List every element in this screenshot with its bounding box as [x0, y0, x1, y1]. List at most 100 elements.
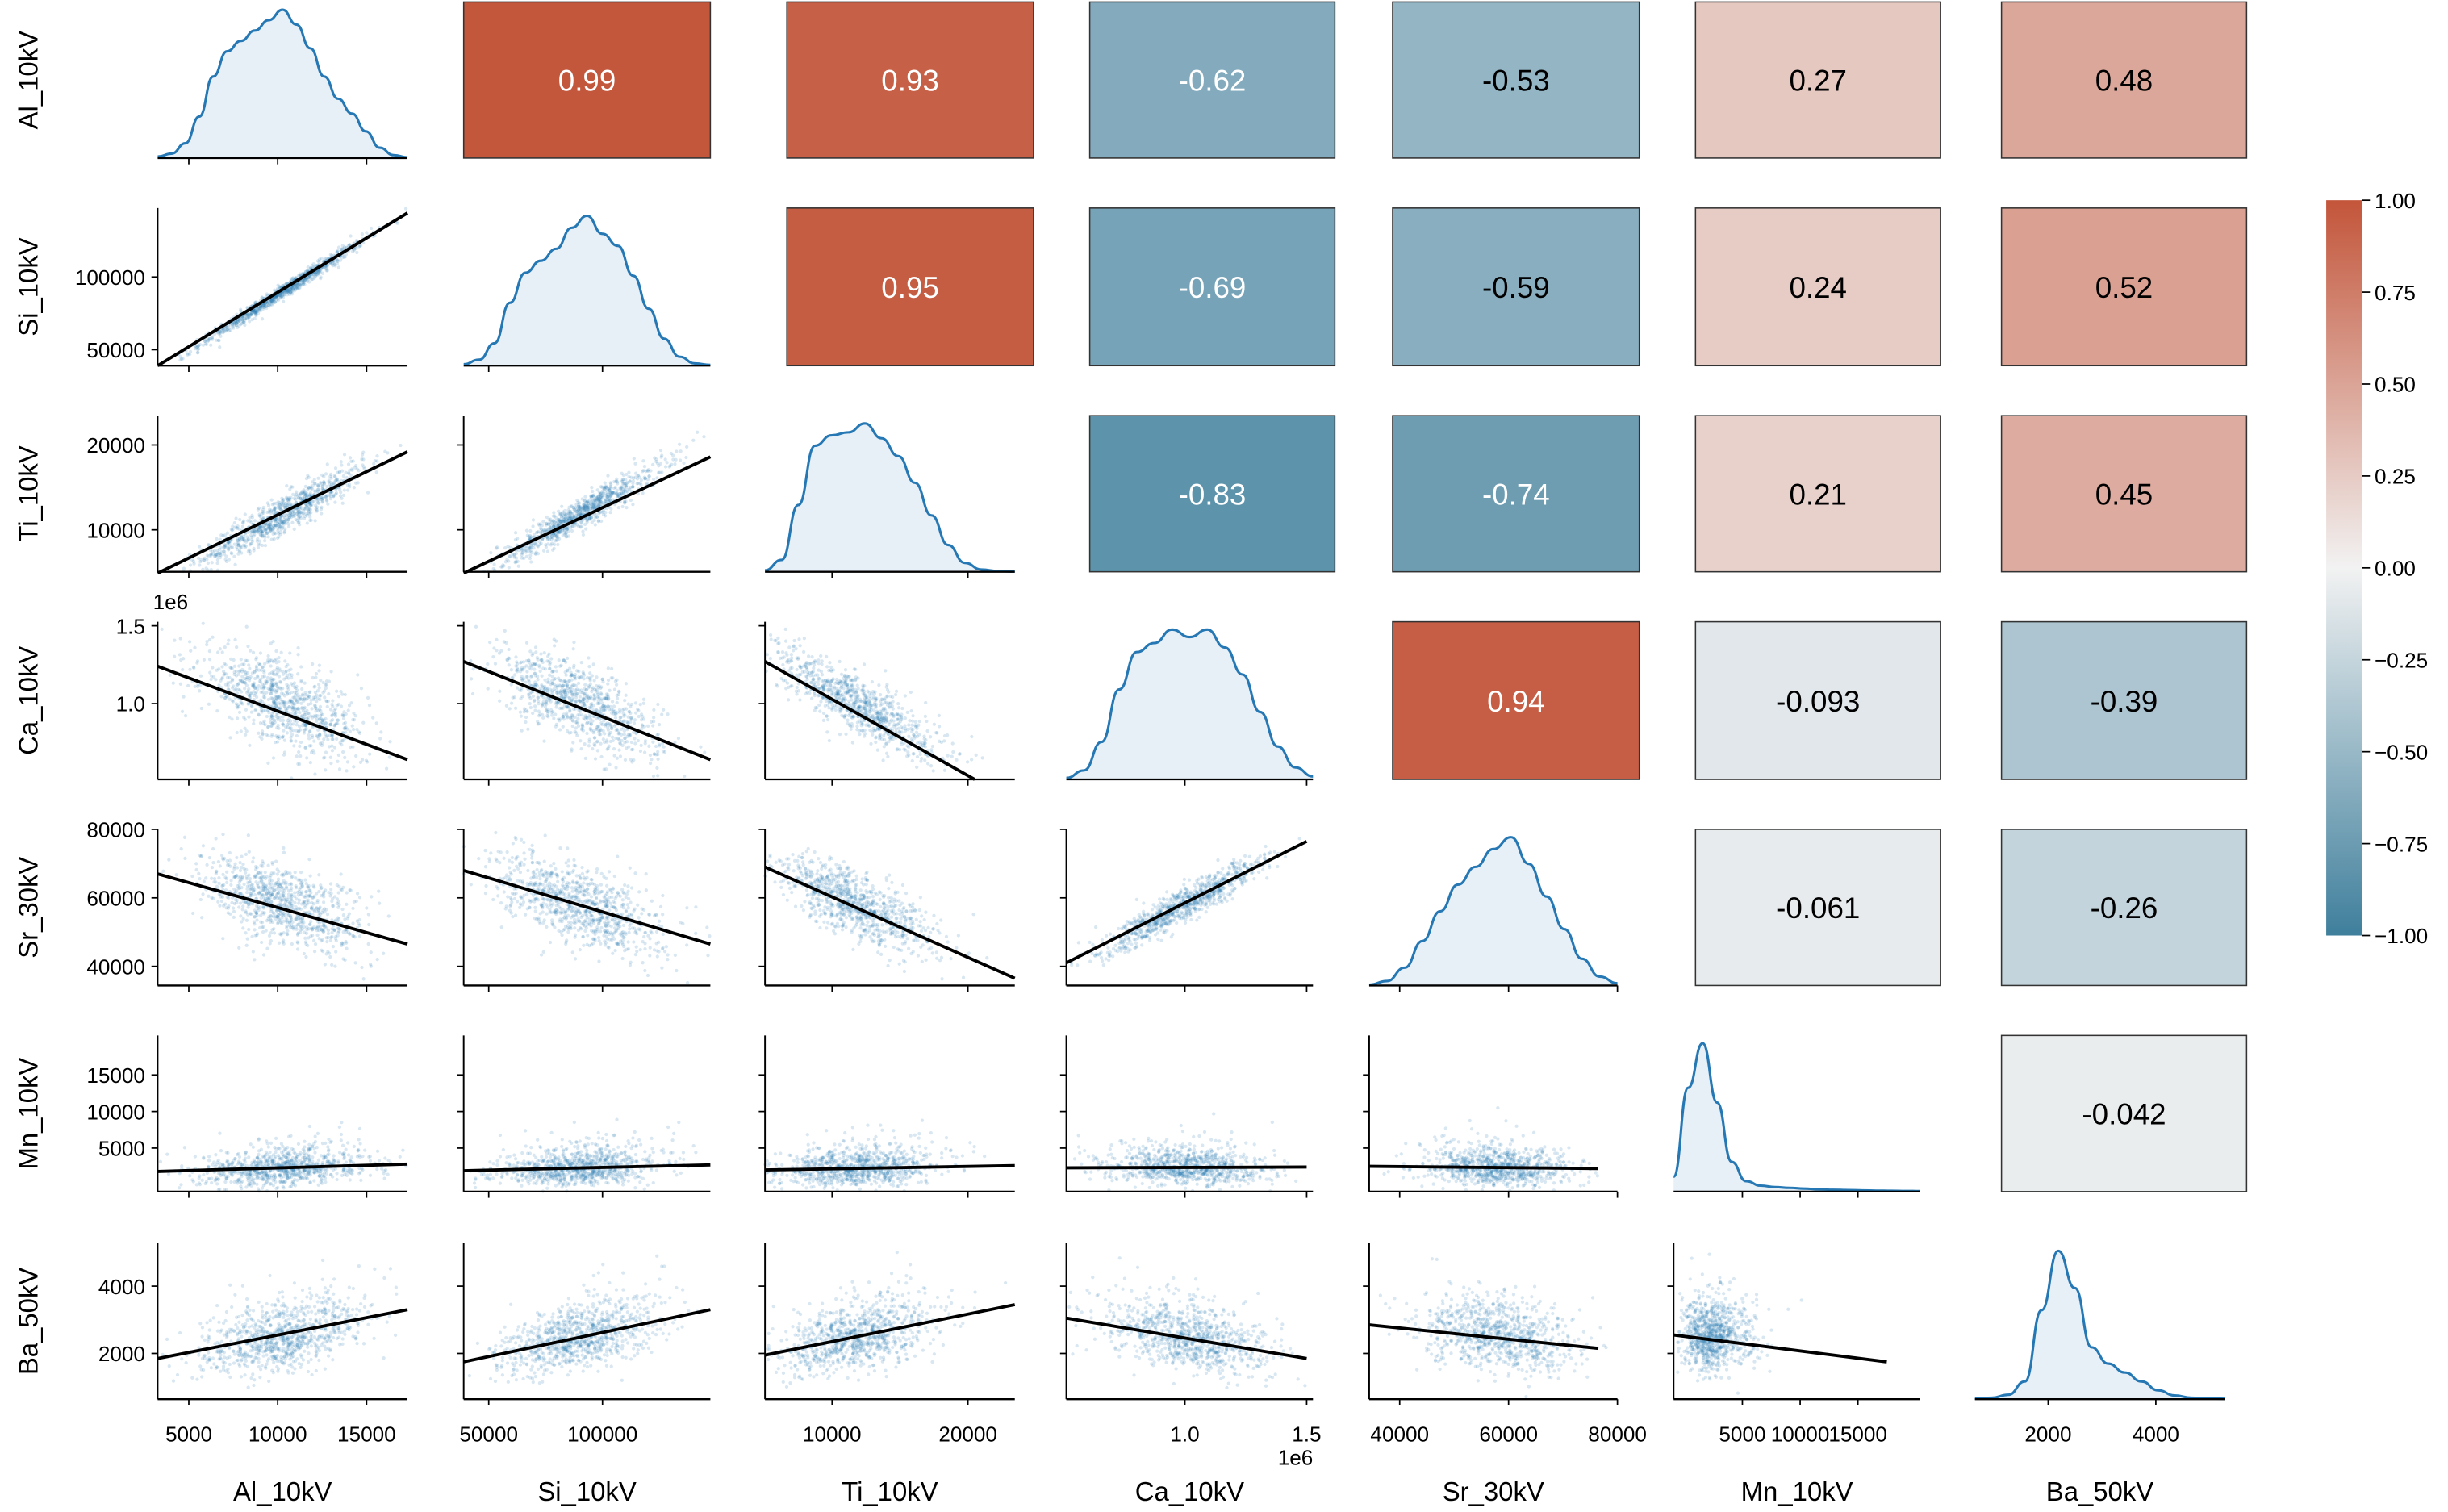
scatter-point [309, 744, 313, 748]
scatter-point [230, 717, 234, 721]
scatter-point [262, 662, 267, 666]
scatter-point [342, 453, 347, 457]
scatter-point [636, 738, 641, 743]
scatter-point [596, 497, 600, 502]
scatter-point [615, 696, 620, 700]
scatter-point [327, 480, 331, 484]
scatter-point [565, 526, 569, 531]
scatter-point [271, 301, 275, 305]
scatter-point [285, 674, 289, 678]
scatter-point [186, 352, 190, 356]
scatter-point [283, 659, 287, 663]
scatter-point [339, 491, 343, 495]
scatter-point [610, 491, 614, 495]
scatter-point [278, 694, 282, 699]
scatter-point [317, 260, 321, 264]
scatter-point [310, 735, 315, 740]
scatter-point [247, 715, 251, 719]
scatter-point [192, 666, 196, 670]
scatter-point [548, 662, 552, 666]
scatter-point [244, 315, 249, 320]
scatter-point [525, 675, 529, 679]
scatter-point [608, 486, 612, 491]
scatter-point [206, 561, 211, 565]
scatter-point [345, 769, 349, 773]
scatter-point [533, 704, 537, 708]
scatter-point [281, 526, 285, 530]
scatter-point [581, 533, 586, 537]
scatter-point [215, 558, 220, 562]
scatter-point [182, 657, 186, 661]
scatter-point [265, 714, 269, 719]
scatter-point [317, 269, 322, 273]
scatter-point [601, 737, 605, 741]
scatter-point [371, 716, 375, 720]
scatter-point [366, 695, 370, 700]
scatter-point [651, 724, 655, 728]
scatter-point [269, 658, 274, 662]
scatter-point [583, 756, 587, 761]
scatter-point [367, 703, 372, 708]
scatter-point [595, 675, 599, 679]
scatter-point [201, 343, 206, 347]
scatter-point [534, 682, 538, 687]
scatter-point [234, 320, 239, 324]
scatter-points [482, 430, 706, 574]
scatter-point [237, 710, 242, 714]
scatter-point [567, 695, 571, 700]
scatter-point [633, 741, 637, 746]
scatter-point [352, 717, 357, 722]
scatter-point [207, 336, 211, 341]
scatter-point [470, 677, 474, 681]
scatter-point [562, 704, 566, 708]
scatter-point [324, 683, 328, 687]
scatter-point [183, 713, 188, 718]
scatter-point [606, 697, 611, 701]
scatter-point [564, 673, 568, 677]
scatter-point [203, 339, 207, 343]
scatter-point [654, 457, 658, 462]
scatter-point [539, 658, 543, 662]
scatter-point [243, 717, 247, 721]
scatter-point [593, 736, 597, 740]
scatter-point [514, 669, 519, 673]
scatter-point [236, 538, 240, 542]
scatter-point [578, 712, 582, 717]
scatter-point [215, 537, 219, 541]
scatter-point [518, 710, 523, 714]
scatter-point [278, 506, 282, 510]
y-tick-label: 20000 [86, 433, 145, 457]
scatter-point [218, 331, 222, 336]
scatter-point [514, 560, 519, 564]
scatter-point [245, 675, 249, 679]
scatter-point [300, 272, 304, 276]
scatter-point [272, 700, 276, 705]
scatter-point [308, 515, 312, 519]
scatter-point [511, 675, 515, 679]
scatter-point [353, 466, 357, 470]
scatter-point [950, 754, 954, 758]
scatter-point [267, 526, 271, 530]
scatter-point [230, 686, 235, 690]
scatter-point [673, 462, 677, 466]
scatter-point [210, 561, 214, 565]
scatter-point [328, 474, 332, 478]
scatter-point [232, 322, 236, 326]
scatter-point [205, 642, 209, 647]
scatter-point [624, 746, 629, 750]
scatter-point [587, 713, 591, 717]
scatter-point [198, 563, 202, 567]
scatter-point [652, 716, 656, 720]
scatter-point [558, 529, 562, 534]
scatter-point [349, 701, 353, 705]
scatter-point [227, 558, 231, 562]
scatter-point [273, 523, 278, 527]
scatter-point [257, 307, 261, 311]
scatter-point [299, 282, 303, 286]
scatter-point [227, 326, 231, 330]
scatter-point [297, 750, 301, 754]
scatter-point [311, 675, 315, 680]
scatter-point [553, 539, 558, 543]
scatter-point [313, 519, 317, 523]
scatter-point [269, 299, 274, 303]
